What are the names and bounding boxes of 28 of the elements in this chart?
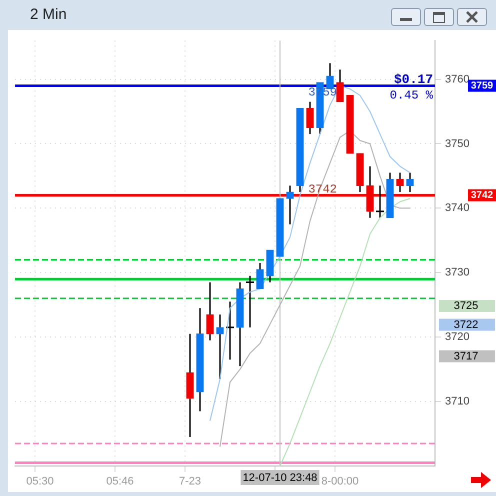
x-tick-label: 12-07-10 23:48 — [242, 472, 318, 484]
candlestick — [336, 68, 344, 103]
x-tick-label: 05:30 — [26, 476, 54, 488]
chart-title: 2 Min — [30, 6, 67, 23]
y-tick-label: 3760 — [445, 73, 470, 86]
y-tick-label: 3740 — [445, 202, 470, 214]
y-tick-label: 3750 — [445, 138, 470, 150]
y-tick-label: 3710 — [445, 396, 470, 408]
x-tick-label: 8-00:00 — [321, 476, 359, 488]
text: 3717 — [454, 350, 478, 362]
candlestick — [256, 262, 264, 290]
ref-line-label: 3742 — [308, 182, 337, 197]
candlestick — [286, 184, 294, 226]
y-tick-label: 3730 — [445, 266, 470, 279]
candlestick — [206, 282, 214, 342]
y-tick-label: 3720 — [445, 331, 470, 344]
text: 3759 — [470, 80, 494, 92]
candlestick — [406, 172, 414, 193]
candlestick — [216, 314, 224, 380]
x-tick-label: 05:46 — [106, 476, 134, 488]
annotation: 0.45 % — [390, 88, 434, 103]
candlestick — [306, 101, 314, 135]
text: 3725 — [454, 300, 478, 312]
text: 3742 — [470, 190, 494, 202]
text: 3722 — [454, 318, 478, 331]
candlestick — [396, 172, 404, 193]
x-tick-label: 7-23 — [178, 476, 202, 488]
annotation: $0.17 — [394, 72, 433, 88]
